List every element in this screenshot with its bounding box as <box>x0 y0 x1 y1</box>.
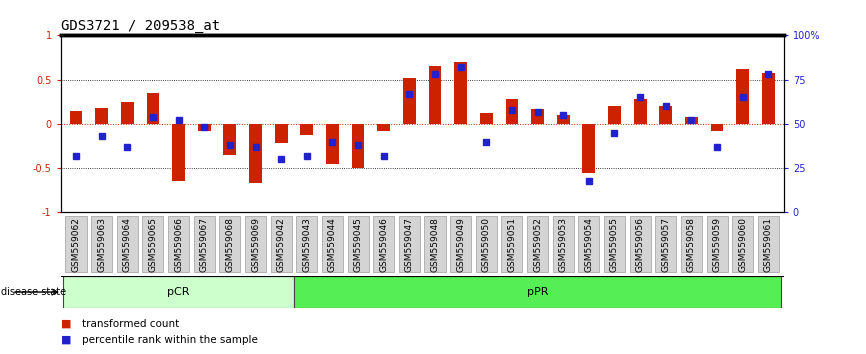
Text: percentile rank within the sample: percentile rank within the sample <box>82 335 258 345</box>
Text: transformed count: transformed count <box>82 319 179 329</box>
Bar <box>531 109 544 124</box>
Text: GSM559055: GSM559055 <box>610 217 619 272</box>
FancyBboxPatch shape <box>630 216 650 272</box>
Bar <box>352 124 365 168</box>
Bar <box>736 69 749 124</box>
Bar <box>403 78 416 124</box>
Text: GSM559050: GSM559050 <box>481 217 491 272</box>
FancyBboxPatch shape <box>450 216 471 272</box>
Text: pCR: pCR <box>167 287 190 297</box>
Bar <box>480 113 493 124</box>
FancyBboxPatch shape <box>142 216 164 272</box>
FancyBboxPatch shape <box>707 216 727 272</box>
Bar <box>506 99 519 124</box>
Bar <box>63 276 294 308</box>
FancyBboxPatch shape <box>399 216 420 272</box>
FancyBboxPatch shape <box>681 216 702 272</box>
FancyBboxPatch shape <box>424 216 445 272</box>
Bar <box>249 124 262 183</box>
FancyBboxPatch shape <box>347 216 369 272</box>
Text: GSM559047: GSM559047 <box>404 217 414 272</box>
FancyBboxPatch shape <box>117 216 138 272</box>
FancyBboxPatch shape <box>219 216 241 272</box>
Text: GSM559061: GSM559061 <box>764 217 772 272</box>
FancyBboxPatch shape <box>578 216 599 272</box>
Text: GSM559064: GSM559064 <box>123 217 132 272</box>
Bar <box>685 117 698 124</box>
Bar <box>429 66 442 124</box>
Bar <box>659 106 672 124</box>
Bar <box>197 124 210 131</box>
Bar <box>146 93 159 124</box>
Text: GSM559065: GSM559065 <box>148 217 158 272</box>
Bar <box>69 110 82 124</box>
FancyBboxPatch shape <box>66 216 87 272</box>
Bar <box>608 106 621 124</box>
Bar <box>326 124 339 164</box>
Text: GSM559057: GSM559057 <box>662 217 670 272</box>
Bar <box>121 102 133 124</box>
Text: GSM559044: GSM559044 <box>328 217 337 272</box>
Text: GSM559045: GSM559045 <box>353 217 363 272</box>
Text: GSM559068: GSM559068 <box>225 217 235 272</box>
Text: GSM559042: GSM559042 <box>276 217 286 272</box>
Text: GDS3721 / 209538_at: GDS3721 / 209538_at <box>61 19 220 33</box>
FancyBboxPatch shape <box>91 216 113 272</box>
Text: GSM559053: GSM559053 <box>559 217 568 272</box>
Text: GSM559048: GSM559048 <box>430 217 440 272</box>
FancyBboxPatch shape <box>501 216 522 272</box>
FancyBboxPatch shape <box>527 216 548 272</box>
Text: GSM559051: GSM559051 <box>507 217 516 272</box>
Text: pPR: pPR <box>527 287 548 297</box>
FancyBboxPatch shape <box>245 216 266 272</box>
FancyBboxPatch shape <box>168 216 189 272</box>
Text: disease state: disease state <box>1 287 66 297</box>
Text: GSM559059: GSM559059 <box>713 217 721 272</box>
Text: GSM559056: GSM559056 <box>636 217 644 272</box>
Text: GSM559069: GSM559069 <box>251 217 260 272</box>
FancyBboxPatch shape <box>553 216 573 272</box>
Text: GSM559063: GSM559063 <box>97 217 107 272</box>
Bar <box>172 124 185 181</box>
Text: GSM559049: GSM559049 <box>456 217 465 272</box>
Text: GSM559046: GSM559046 <box>379 217 388 272</box>
Text: GSM559066: GSM559066 <box>174 217 183 272</box>
Bar <box>455 62 467 124</box>
Text: GSM559067: GSM559067 <box>200 217 209 272</box>
Bar <box>762 73 775 124</box>
FancyBboxPatch shape <box>322 216 343 272</box>
Text: GSM559060: GSM559060 <box>738 217 747 272</box>
FancyBboxPatch shape <box>758 216 779 272</box>
Text: ■: ■ <box>61 335 71 345</box>
Bar <box>634 99 647 124</box>
FancyBboxPatch shape <box>296 216 317 272</box>
Bar <box>95 108 108 124</box>
Bar <box>223 124 236 155</box>
FancyBboxPatch shape <box>732 216 753 272</box>
Text: GSM559054: GSM559054 <box>585 217 593 272</box>
Text: GSM559058: GSM559058 <box>687 217 696 272</box>
FancyBboxPatch shape <box>475 216 497 272</box>
Text: GSM559062: GSM559062 <box>72 217 81 272</box>
FancyBboxPatch shape <box>271 216 292 272</box>
Text: ■: ■ <box>61 319 71 329</box>
Text: GSM559043: GSM559043 <box>302 217 311 272</box>
Bar <box>378 124 390 131</box>
Bar <box>301 124 313 135</box>
Bar <box>294 276 781 308</box>
FancyBboxPatch shape <box>656 216 676 272</box>
FancyBboxPatch shape <box>194 216 215 272</box>
Bar <box>583 124 595 172</box>
Bar <box>711 124 723 131</box>
FancyBboxPatch shape <box>373 216 394 272</box>
Text: GSM559052: GSM559052 <box>533 217 542 272</box>
FancyBboxPatch shape <box>604 216 625 272</box>
Bar <box>275 124 288 143</box>
Bar <box>557 115 570 124</box>
